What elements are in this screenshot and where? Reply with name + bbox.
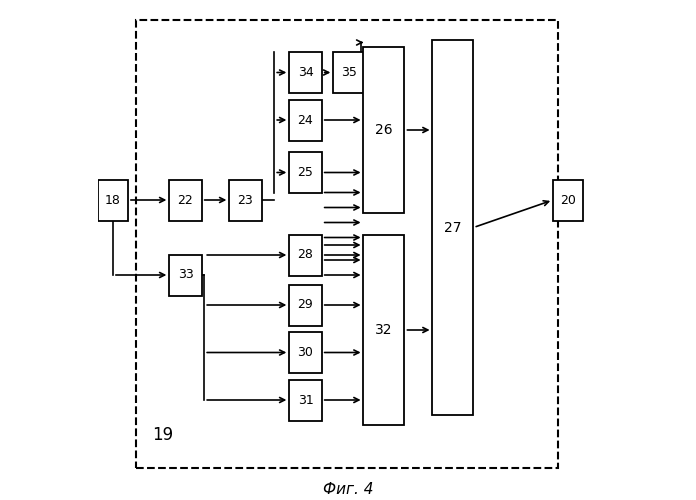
Text: 34: 34 xyxy=(298,66,313,79)
Bar xyxy=(136,20,558,468)
Bar xyxy=(98,180,128,220)
Bar xyxy=(290,234,322,276)
Bar xyxy=(290,152,322,193)
Bar xyxy=(290,332,322,373)
Bar xyxy=(363,48,404,212)
Text: 29: 29 xyxy=(298,298,313,312)
Bar xyxy=(229,180,262,220)
Text: 24: 24 xyxy=(298,114,313,126)
Bar xyxy=(553,180,583,220)
Bar xyxy=(290,52,322,93)
Text: 32: 32 xyxy=(375,323,393,337)
Text: 20: 20 xyxy=(560,194,576,206)
Bar xyxy=(333,52,366,93)
Text: 26: 26 xyxy=(375,123,393,137)
Text: 19: 19 xyxy=(152,426,173,444)
Text: 28: 28 xyxy=(298,248,313,262)
Text: 35: 35 xyxy=(342,66,358,79)
Text: 25: 25 xyxy=(298,166,313,179)
Bar xyxy=(290,100,322,140)
Bar xyxy=(169,180,202,220)
Bar xyxy=(290,380,322,420)
Text: Фиг. 4: Фиг. 4 xyxy=(323,482,373,496)
Text: 18: 18 xyxy=(105,194,121,206)
Text: 27: 27 xyxy=(444,220,461,234)
Text: 22: 22 xyxy=(177,194,193,206)
Bar xyxy=(432,40,473,415)
Text: 31: 31 xyxy=(298,394,313,406)
Text: 30: 30 xyxy=(298,346,313,359)
Bar xyxy=(290,284,322,326)
Bar xyxy=(363,235,404,425)
Text: 33: 33 xyxy=(177,268,193,281)
Bar xyxy=(169,254,202,296)
Text: 23: 23 xyxy=(237,194,253,206)
